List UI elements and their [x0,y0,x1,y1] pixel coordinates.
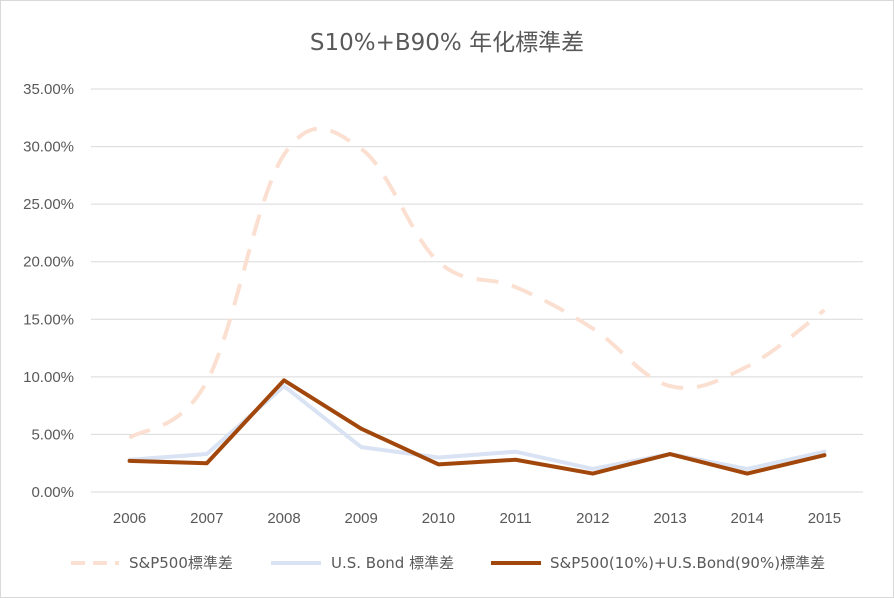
y-tick-label: 5.00% [31,426,74,443]
x-tick-label: 2015 [808,510,841,527]
x-tick-label: 2013 [653,510,686,527]
chart-title: S10%+B90% 年化標準差 [309,30,585,56]
legend-label: S&P500(10%)+U.S.Bond(90%)標準差 [550,554,825,572]
x-tick-label: 2008 [267,510,300,527]
series-sp500-line [128,126,826,440]
x-tick-label: 2011 [499,510,531,527]
y-tick-label: 20.00% [23,254,74,271]
y-tick-label: 15.00% [23,311,74,328]
y-tick-label: 35.00% [23,81,74,98]
x-tick-label: 2012 [576,510,609,527]
legend-label: S&P500標準差 [129,554,233,572]
series-mix-line [127,378,827,476]
x-tick-label: 2014 [731,510,764,527]
x-tick-label: 2007 [190,510,223,527]
x-tick-label: 2009 [345,510,378,527]
y-tick-label: 10.00% [23,369,74,386]
legend-label: U.S. Bond 標準差 [331,554,454,572]
series-bond-line [127,384,827,471]
y-tick-label: 25.00% [23,196,74,213]
x-tick-label: 2010 [422,510,455,527]
y-tick-label: 30.00% [23,139,74,156]
x-tick-label: 2006 [113,510,146,527]
y-tick-label: 0.00% [31,484,74,501]
